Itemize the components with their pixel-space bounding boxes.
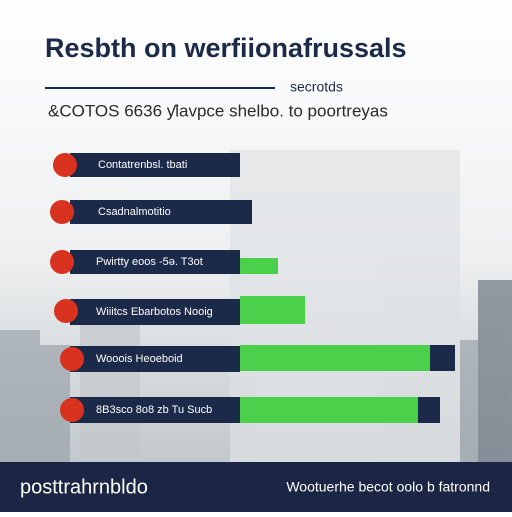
- item: Wooois Heoeboid: [60, 346, 240, 372]
- title: Resbth on werfiionafrussals: [45, 33, 407, 63]
- rule-note: secrotds: [290, 79, 343, 95]
- items: Contatrenbsl. tbati Csadnalmotitio Pwirt…: [50, 153, 252, 423]
- footer-left: posttrahrnbldo: [20, 476, 148, 498]
- item-label: Csadnalmotitio: [98, 206, 171, 218]
- bars: [240, 258, 455, 423]
- item-label: Contatrenbsl. tbati: [98, 159, 187, 171]
- item-label: Wiiitcs Ebarbotos Nooig: [96, 306, 213, 318]
- item-label: Wooois Heoeboid: [96, 353, 183, 365]
- item: 8B3sco 8o8 zb Tu Sucb: [60, 397, 240, 423]
- subtitle: &COTOS 6636 ƴlavpce shelbo. to poortreya…: [48, 101, 388, 120]
- item: Pwirtty eoos -5ə. T3ot: [50, 250, 240, 274]
- footer: [0, 462, 512, 512]
- item: Contatrenbsl. tbati: [53, 153, 240, 177]
- item: Csadnalmotitio: [50, 200, 252, 224]
- footer-right: Wootuerhe becot oolo b fatronnd: [286, 479, 490, 495]
- item-label: Pwirtty eoos -5ə. T3ot: [96, 256, 203, 268]
- item-label: 8B3sco 8o8 zb Tu Sucb: [96, 404, 212, 416]
- item: Wiiitcs Ebarbotos Nooig: [54, 299, 240, 325]
